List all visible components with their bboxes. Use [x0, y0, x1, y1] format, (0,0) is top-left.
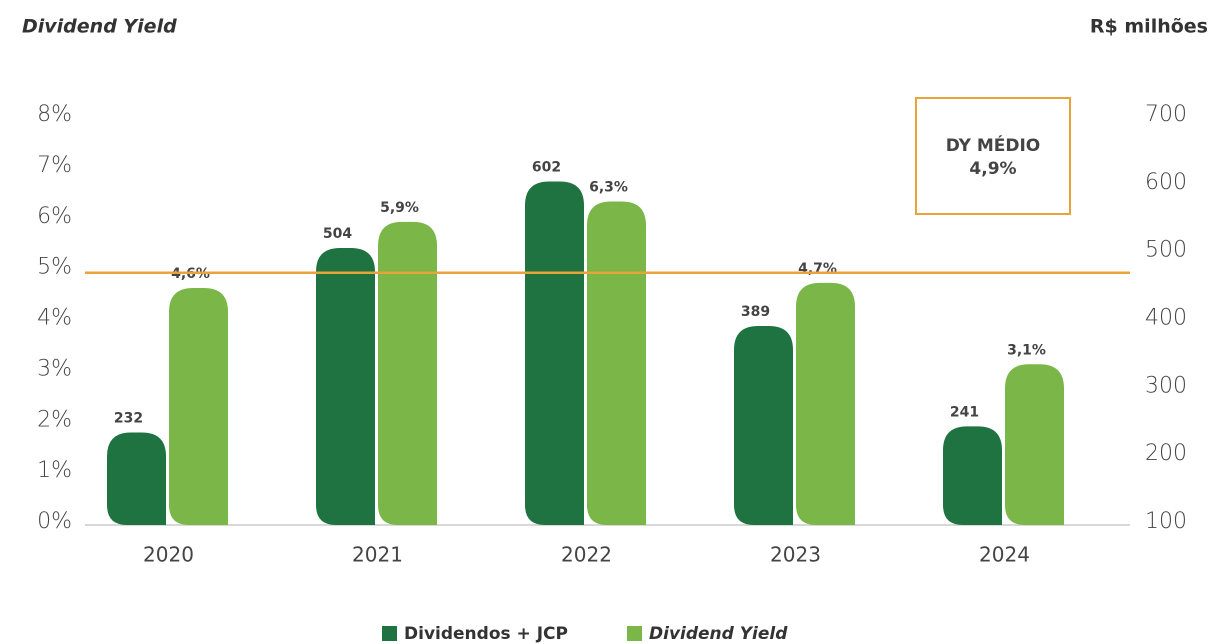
legend-label: Dividendos + JCP	[404, 624, 568, 644]
y2-tick-label: 700	[1145, 102, 1187, 127]
bar	[378, 221, 437, 525]
value-label: 602	[532, 159, 561, 175]
y2-tick-label: 600	[1145, 170, 1187, 195]
value-label: 232	[114, 410, 143, 426]
y2-axis-label: R$ milhões	[1090, 16, 1208, 38]
y2-tick-label: 500	[1145, 238, 1187, 263]
bar	[587, 201, 646, 526]
bar	[169, 287, 228, 525]
bar	[943, 426, 1002, 525]
y2-tick-label: 200	[1145, 441, 1187, 466]
y-tick-label: 0%	[37, 509, 72, 534]
annotation-box	[915, 97, 1071, 215]
bar	[107, 432, 166, 525]
value-label: 5,9%	[380, 200, 419, 216]
value-label: 389	[741, 304, 770, 320]
x-tick-label: 2020	[143, 543, 194, 567]
y2-tick-label: 100	[1145, 509, 1187, 534]
y-tick-label: 8%	[37, 102, 72, 127]
y-tick-label: 2%	[37, 407, 72, 432]
bar	[316, 247, 375, 525]
value-label: 3,1%	[1007, 342, 1046, 358]
y2-tick-label: 400	[1145, 306, 1187, 331]
x-tick-label: 2024	[979, 543, 1030, 567]
value-label: 4,6%	[171, 266, 210, 282]
y-tick-label: 6%	[37, 204, 72, 229]
legend-label: Dividend Yield	[649, 624, 788, 644]
y-tick-label: 7%	[37, 153, 72, 178]
bar	[734, 325, 793, 525]
x-tick-label: 2021	[352, 543, 403, 567]
bar	[525, 181, 584, 525]
y-tick-label: 3%	[37, 356, 72, 381]
value-label: 504	[323, 226, 352, 242]
bar	[1005, 364, 1064, 525]
y-tick-label: 5%	[37, 255, 72, 280]
legend-swatch	[382, 626, 397, 641]
y2-tick-label: 300	[1145, 373, 1187, 398]
x-tick-label: 2023	[770, 543, 821, 567]
value-label: 241	[950, 404, 979, 420]
bar	[796, 282, 855, 525]
value-label: 4,7%	[798, 261, 837, 277]
legend-swatch	[627, 626, 642, 641]
x-tick-label: 2022	[561, 543, 612, 567]
y-axis-label: Dividend Yield	[22, 16, 177, 38]
y-tick-label: 4%	[37, 306, 72, 331]
annotation-title: DY MÉDIO	[946, 134, 1041, 156]
y-tick-label: 1%	[37, 458, 72, 483]
value-label: 6,3%	[589, 179, 628, 195]
annotation-value: 4,9%	[969, 159, 1016, 179]
